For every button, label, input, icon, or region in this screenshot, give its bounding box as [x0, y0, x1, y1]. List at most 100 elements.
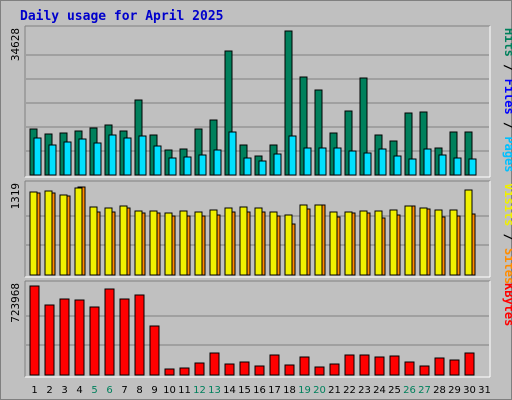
visits-bar	[269, 211, 278, 276]
visits-bar	[74, 187, 83, 276]
pages-bar	[198, 154, 207, 176]
visits-bar	[134, 210, 143, 276]
day-label: 19	[298, 385, 311, 396]
kbytes-bar	[374, 356, 385, 376]
visits-bar	[314, 204, 323, 276]
kbytes-bar	[59, 298, 70, 376]
kbytes-bar	[359, 354, 370, 376]
legend-label: Visits / Sites	[502, 183, 512, 284]
pages-bar	[258, 160, 267, 176]
day-label: 20	[313, 385, 326, 396]
kbytes-bar	[449, 359, 460, 376]
kbytes-bar	[119, 298, 130, 376]
day-label: 28	[433, 385, 446, 396]
pages-bar	[318, 147, 327, 176]
visits-bar	[254, 207, 263, 276]
pages-bar	[183, 156, 192, 176]
pages-bar	[48, 144, 57, 176]
visits-bar	[104, 207, 113, 276]
y-max-label: 723968	[9, 283, 22, 323]
day-label: 16	[253, 385, 266, 396]
day-label: 13	[208, 385, 221, 396]
legend-item: KBytes	[502, 283, 512, 326]
pages-bar	[123, 137, 132, 176]
chart-title: Daily usage for April 2025	[20, 9, 224, 24]
kbytes-bar	[464, 352, 475, 376]
day-label: 18	[283, 385, 296, 396]
legend-label: KBytes	[502, 283, 512, 326]
visits-bar	[44, 190, 53, 276]
pages-bar	[348, 150, 357, 176]
day-label: 6	[106, 385, 112, 396]
kbytes-bar	[284, 364, 295, 376]
day-label: 27	[418, 385, 431, 396]
legend-item: /	[502, 226, 512, 248]
pages-bar	[288, 135, 297, 176]
kbytes-bar	[344, 354, 355, 376]
pages-bar	[468, 158, 477, 176]
day-label: 2	[46, 385, 52, 396]
panel-bottom	[25, 281, 490, 377]
kbytes-bar	[29, 285, 40, 376]
day-label: 24	[373, 385, 386, 396]
day-label: 25	[388, 385, 401, 396]
visits-bar	[119, 205, 128, 276]
day-label: 21	[328, 385, 341, 396]
day-label: 29	[448, 385, 461, 396]
pages-bar	[213, 149, 222, 176]
visits-bar	[224, 207, 233, 276]
visits-bar	[164, 212, 173, 276]
pages-bar	[243, 157, 252, 176]
kbytes-bar	[434, 357, 445, 376]
kbytes-bar	[239, 361, 250, 376]
visits-bar	[89, 206, 98, 276]
kbytes-bar	[164, 368, 175, 376]
kbytes-bar	[134, 294, 145, 376]
pages-bar	[63, 141, 72, 176]
pages-bar	[303, 147, 312, 176]
legend-item: Hits	[502, 28, 512, 57]
day-label: 11	[178, 385, 191, 396]
day-label: 9	[151, 385, 157, 396]
day-label: 10	[163, 385, 176, 396]
kbytes-bar	[209, 352, 220, 376]
pages-bar	[408, 158, 417, 176]
visits-bar	[299, 204, 308, 276]
visits-bar	[419, 207, 428, 276]
pages-bar	[78, 138, 87, 176]
kbytes-bar	[89, 306, 100, 376]
day-label: 1	[31, 385, 37, 396]
visits-bar	[434, 209, 443, 276]
visits-bar	[404, 205, 413, 276]
pages-bar	[363, 152, 372, 176]
visits-bar	[344, 211, 353, 276]
kbytes-bar	[299, 356, 310, 376]
legend-item: /	[502, 57, 512, 79]
pages-bar	[153, 145, 162, 176]
kbytes-bar	[224, 363, 235, 376]
day-label: 4	[76, 385, 82, 396]
kbytes-bar	[419, 365, 430, 376]
visits-bar	[449, 209, 458, 276]
visits-bar	[284, 214, 293, 276]
visits-bar	[149, 210, 158, 276]
kbytes-bar	[269, 354, 280, 376]
visits-bar	[194, 211, 203, 276]
pages-bar	[333, 147, 342, 176]
visits-bar	[329, 211, 338, 276]
y-max-label: 1319	[9, 183, 22, 210]
pages-bar	[438, 154, 447, 176]
visits-bar	[389, 209, 398, 276]
pages-bar	[273, 153, 282, 176]
pages-bar	[108, 134, 117, 176]
legend-item: Sites	[502, 248, 512, 284]
legend-item: Visits	[502, 183, 512, 226]
day-label: 15	[238, 385, 251, 396]
kbytes-bar	[74, 299, 85, 376]
kbytes-bar	[44, 304, 55, 376]
visits-bar	[209, 209, 218, 276]
visits-bar	[359, 210, 368, 276]
visits-bar	[179, 210, 188, 276]
kbytes-bar	[104, 288, 115, 376]
